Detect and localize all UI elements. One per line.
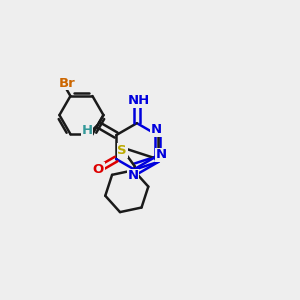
Text: N: N	[156, 148, 167, 161]
Text: O: O	[93, 163, 104, 176]
Text: N: N	[151, 123, 162, 136]
Text: S: S	[117, 144, 127, 157]
Text: Br: Br	[59, 77, 76, 90]
Text: NH: NH	[128, 94, 150, 107]
Text: N: N	[128, 169, 139, 182]
Text: H: H	[82, 124, 93, 136]
